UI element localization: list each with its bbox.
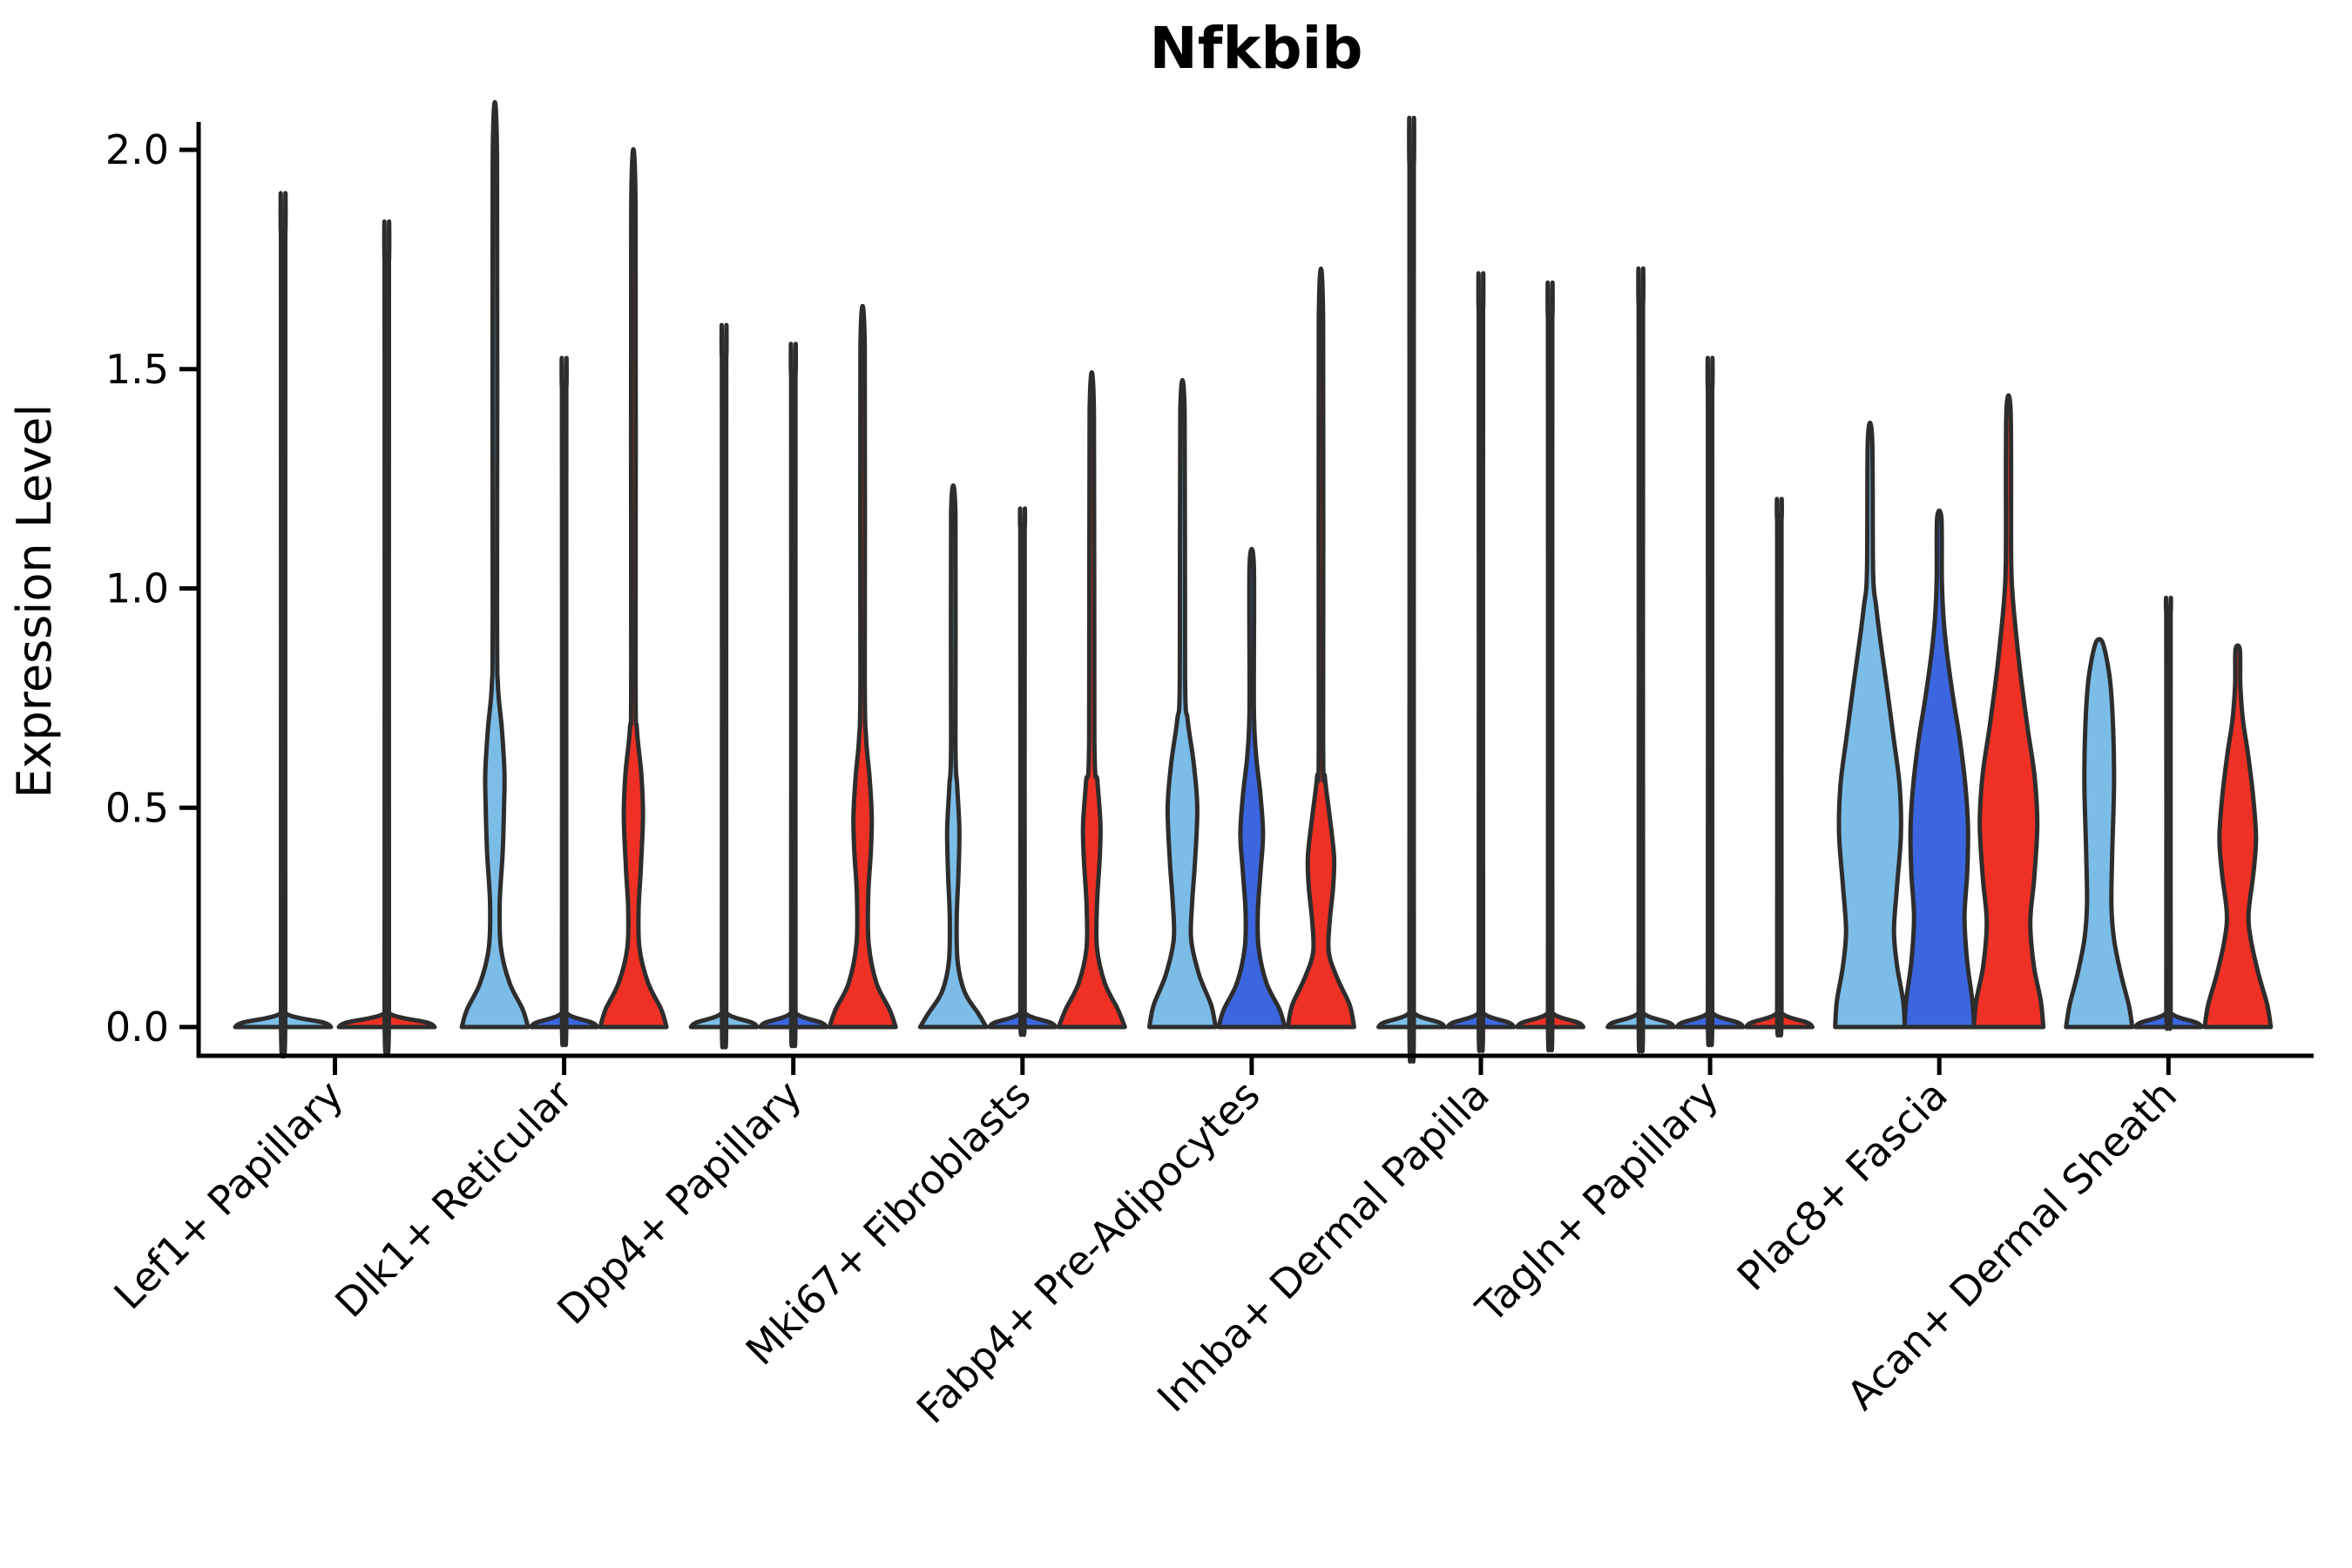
violin (1971, 393, 2046, 1030)
violin (529, 355, 600, 1047)
violin (758, 341, 829, 1049)
violin (2132, 595, 2204, 1031)
violin (598, 146, 669, 1030)
x-tick-label: Plac8+ Fascia (1728, 1071, 1957, 1300)
y-axis-label: Expression Level (7, 404, 62, 799)
violin (917, 483, 989, 1030)
y-tick-label: 0.5 (105, 784, 169, 831)
violins-layer (233, 99, 2274, 1064)
violin (1146, 378, 1218, 1030)
y-tick-label: 2.0 (105, 126, 169, 173)
violin (336, 219, 437, 1057)
violin (1902, 508, 1977, 1030)
violin (459, 99, 531, 1030)
violin (987, 506, 1058, 1037)
violin (2202, 643, 2274, 1030)
y-ticks: 0.0 0.5 1.0 1.5 2.0 (105, 126, 199, 1051)
y-tick-label: 0.0 (105, 1004, 169, 1051)
violin (1833, 420, 1908, 1030)
violin (2064, 637, 2135, 1030)
violin (827, 303, 898, 1030)
y-tick-label: 1.0 (105, 565, 169, 612)
x-tick-label: Dlk1+ Reticular (326, 1071, 581, 1327)
x-tick-label: Dpp4+ Papillary (548, 1071, 810, 1334)
violin (1445, 271, 1517, 1053)
violin (1605, 266, 1677, 1054)
violin (233, 191, 334, 1059)
violin (1515, 280, 1585, 1053)
x-tick-label: Tagln+ Papillary (1466, 1071, 1727, 1333)
violin (1216, 546, 1288, 1030)
violin (1744, 497, 1815, 1038)
violin (1376, 116, 1447, 1064)
violin (1285, 267, 1356, 1030)
violin (1674, 355, 1746, 1047)
violin (1056, 370, 1127, 1030)
chart-title: Nfkbib (1150, 15, 1363, 82)
y-tick-label: 1.5 (105, 346, 169, 393)
x-tick-label: Lef1+ Papillary (105, 1071, 352, 1319)
violin (688, 322, 760, 1050)
